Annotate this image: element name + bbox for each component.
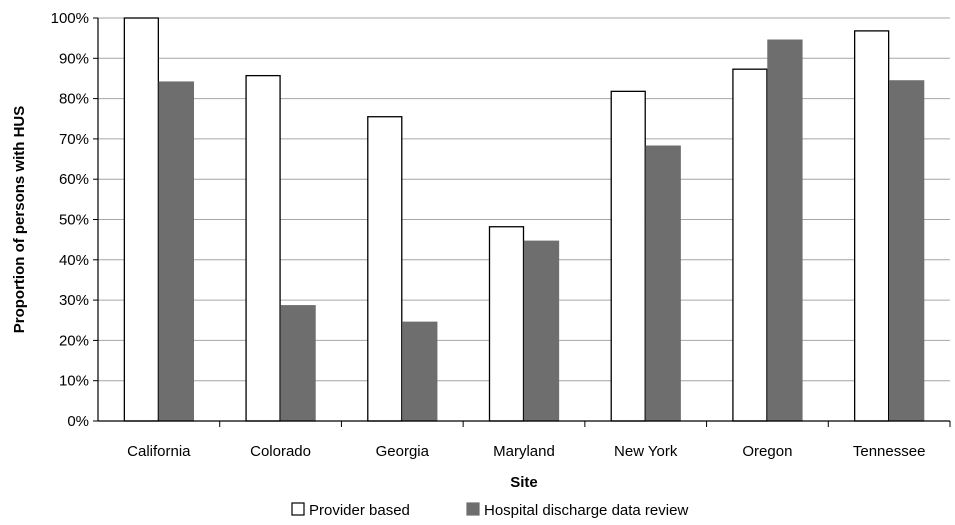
bar-hospital-discharge-georgia xyxy=(402,321,438,422)
legend-label-provider-based: Provider based xyxy=(309,502,410,519)
bar-provider-based-oregon xyxy=(732,68,768,422)
x-tick-labels: California Colorado Georgia Maryland New Yor… xyxy=(127,443,925,460)
x-tick-label: Tennessee xyxy=(853,443,926,460)
y-tick-labels: 0% 10% 20% 30% 40% 50% 60% 70% 80% 90% 100% xyxy=(51,10,89,430)
bar-hospital-discharge-tennessee xyxy=(888,80,925,422)
bar-hospital-discharge-colorado xyxy=(280,305,316,422)
x-tick-label: Oregon xyxy=(742,443,792,460)
y-tick-label: 20% xyxy=(59,332,89,349)
y-tick-label: 70% xyxy=(59,131,89,148)
bar-provider-based-maryland xyxy=(488,226,525,422)
bar-provider-based-new-york xyxy=(610,90,646,422)
legend: Provider based Hospital discharge data re… xyxy=(291,502,688,519)
bar-provider-based-california xyxy=(123,17,160,422)
y-tick-label: 40% xyxy=(59,252,89,269)
y-tick-label: 0% xyxy=(67,413,89,430)
x-tick-label: Georgia xyxy=(376,443,430,460)
bar-provider-based-tennessee xyxy=(853,30,890,422)
y-tick-label: 90% xyxy=(59,50,89,67)
x-tick-label: New York xyxy=(614,443,678,460)
axes xyxy=(93,17,951,427)
bar-provider-based-georgia xyxy=(367,116,403,422)
y-tick-label: 80% xyxy=(59,91,89,108)
y-axis-title: Proportion of persons with HUS xyxy=(11,106,28,334)
bar-hospital-discharge-california xyxy=(158,81,195,422)
x-tick-label: California xyxy=(127,443,191,460)
y-tick-label: 30% xyxy=(59,292,89,309)
y-tick-label: 10% xyxy=(59,373,89,390)
grid-lines xyxy=(98,17,950,382)
y-tick-label: 50% xyxy=(59,212,89,229)
y-tick-label: 60% xyxy=(59,171,89,188)
x-tick-label: Maryland xyxy=(493,443,555,460)
bar-hospital-discharge-maryland xyxy=(523,240,560,422)
legend-swatch-hospital-discharge xyxy=(466,502,480,516)
legend-label-hospital-discharge: Hospital discharge data review xyxy=(484,502,688,519)
x-axis-title: Site xyxy=(510,474,538,491)
y-tick-label: 100% xyxy=(51,10,89,27)
x-tick-label: Colorado xyxy=(250,443,311,460)
bar-hospital-discharge-oregon xyxy=(767,39,803,422)
bar-provider-based-colorado xyxy=(245,74,281,422)
legend-swatch-provider-based xyxy=(291,502,305,516)
bar-hospital-discharge-new-york xyxy=(645,145,681,422)
